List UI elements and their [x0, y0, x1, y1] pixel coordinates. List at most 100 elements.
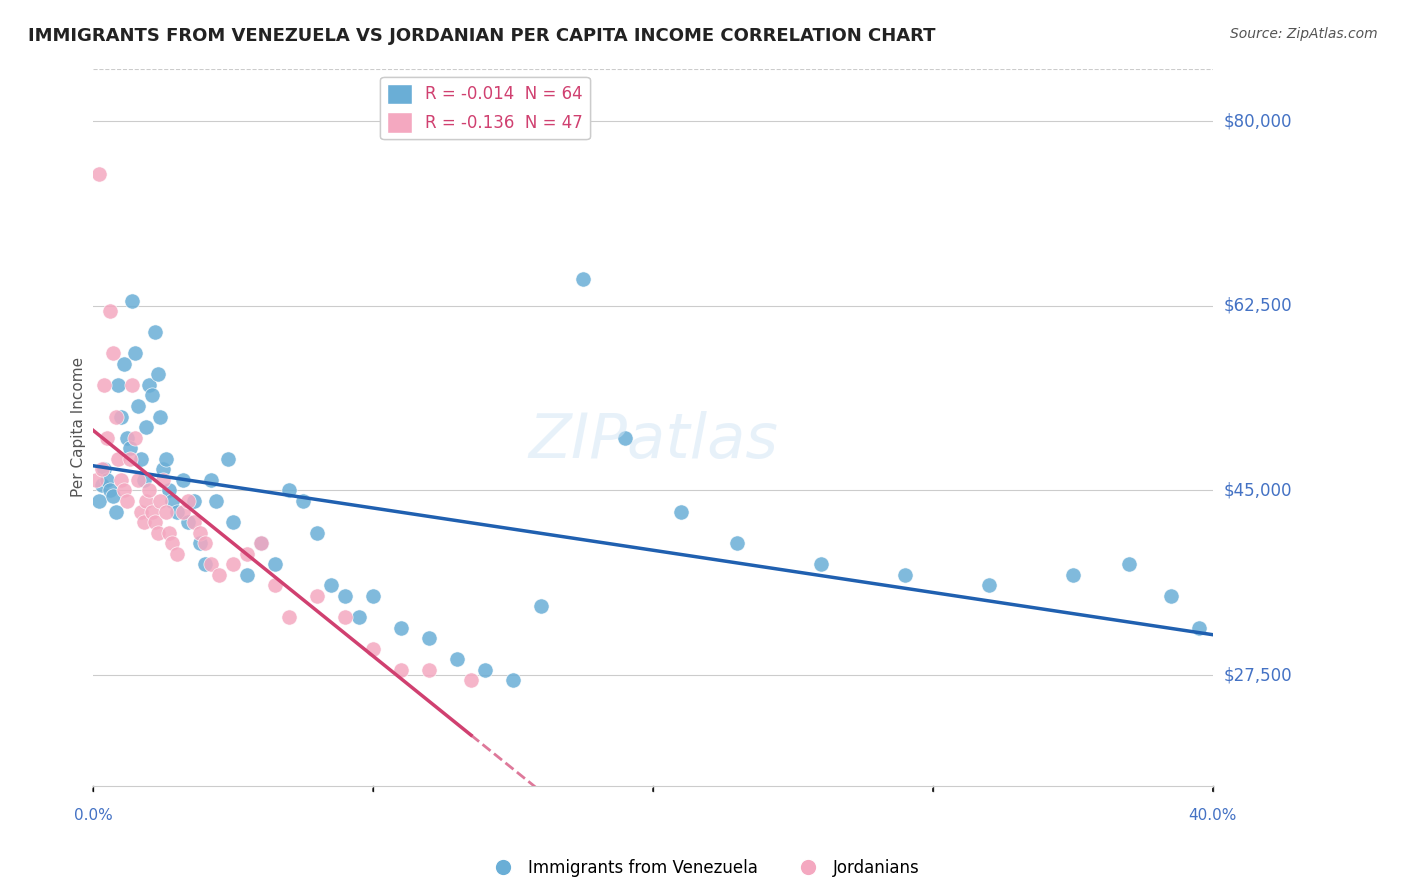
Text: 40.0%: 40.0% [1188, 808, 1237, 823]
Point [188, 525, 211, 540]
Point [725, 536, 748, 550]
Point [127, 399, 149, 413]
Point [90, 462, 112, 476]
Point [149, 494, 172, 508]
Point [166, 504, 188, 518]
Point [264, 558, 287, 572]
Point [530, 599, 553, 614]
Legend: R = -0.014  N = 64, R = -0.136  N = 47: R = -0.014 N = 64, R = -0.136 N = 47 [381, 77, 589, 139]
Point [183, 494, 205, 508]
Point [183, 515, 205, 529]
Point [98, 304, 121, 318]
Text: $80,000: $80,000 [1225, 112, 1292, 130]
Text: $27,500: $27,500 [1225, 666, 1292, 684]
Point [132, 515, 155, 529]
Point [389, 663, 412, 677]
Point [347, 610, 370, 624]
Point [118, 451, 141, 466]
Point [418, 631, 440, 645]
Point [96, 473, 118, 487]
Point [93, 378, 115, 392]
Text: $45,000: $45,000 [1225, 482, 1292, 500]
Point [217, 451, 239, 466]
Point [810, 558, 832, 572]
Point [93, 462, 115, 476]
Point [572, 272, 595, 286]
Point [90, 478, 112, 492]
Point [361, 589, 384, 603]
Point [124, 346, 146, 360]
Point [115, 431, 138, 445]
Point [222, 558, 245, 572]
Point [1188, 621, 1211, 635]
Point [278, 483, 301, 498]
Point [107, 378, 129, 392]
Point [87, 494, 110, 508]
Point [143, 325, 166, 339]
Point [87, 167, 110, 181]
Point [155, 451, 177, 466]
Point [152, 462, 174, 476]
Point [115, 494, 138, 508]
Point [141, 504, 163, 518]
Point [101, 489, 124, 503]
Point [98, 483, 121, 498]
Point [614, 431, 637, 445]
Point [208, 567, 231, 582]
Point [112, 483, 135, 498]
Point [250, 536, 273, 550]
Legend: Immigrants from Venezuela, Jordanians: Immigrants from Venezuela, Jordanians [479, 853, 927, 884]
Text: $62,500: $62,500 [1225, 297, 1292, 315]
Point [502, 673, 524, 688]
Point [250, 536, 273, 550]
Point [177, 494, 200, 508]
Point [205, 494, 228, 508]
Point [84, 473, 107, 487]
Point [172, 473, 194, 487]
Point [157, 525, 180, 540]
Point [112, 357, 135, 371]
Point [292, 494, 315, 508]
Point [278, 610, 301, 624]
Point [264, 578, 287, 592]
Point [236, 547, 259, 561]
Point [152, 473, 174, 487]
Point [104, 504, 127, 518]
Point [1118, 558, 1140, 572]
Point [194, 558, 217, 572]
Point [333, 610, 356, 624]
Point [389, 621, 412, 635]
Point [319, 578, 342, 592]
Point [155, 504, 177, 518]
Point [977, 578, 1000, 592]
Point [418, 663, 440, 677]
Point [110, 473, 132, 487]
Point [361, 641, 384, 656]
Point [160, 494, 183, 508]
Point [143, 515, 166, 529]
Point [138, 483, 160, 498]
Point [157, 483, 180, 498]
Point [1160, 589, 1182, 603]
Point [118, 442, 141, 456]
Point [146, 368, 169, 382]
Point [166, 547, 188, 561]
Point [127, 473, 149, 487]
Point [141, 388, 163, 402]
Point [460, 673, 482, 688]
Point [333, 589, 356, 603]
Point [307, 525, 329, 540]
Point [172, 504, 194, 518]
Point [307, 589, 329, 603]
Text: Source: ZipAtlas.com: Source: ZipAtlas.com [1230, 27, 1378, 41]
Point [121, 378, 143, 392]
Y-axis label: Per Capita Income: Per Capita Income [72, 357, 86, 497]
Point [110, 409, 132, 424]
Point [101, 346, 124, 360]
Point [200, 558, 222, 572]
Point [135, 494, 157, 508]
Point [446, 652, 468, 666]
Point [474, 663, 496, 677]
Point [194, 536, 217, 550]
Text: 0.0%: 0.0% [73, 808, 112, 823]
